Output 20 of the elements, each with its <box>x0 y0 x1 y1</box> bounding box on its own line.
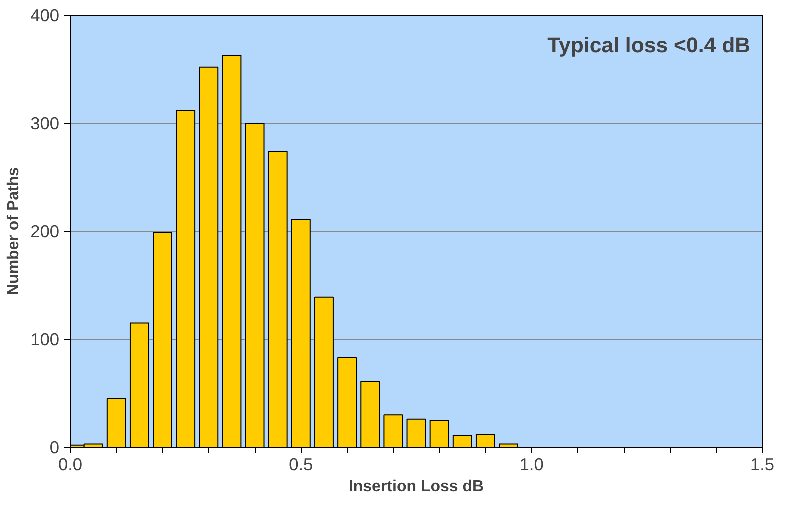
x-tick-label: 1.5 <box>750 454 775 474</box>
y-tick-label: 0 <box>50 438 60 458</box>
y-axis-title: Number of Paths <box>6 167 23 296</box>
bar <box>452 435 472 448</box>
bar <box>360 381 380 448</box>
bar <box>130 322 150 448</box>
bar <box>268 151 288 448</box>
y-tick-label: 100 <box>30 330 60 350</box>
x-tick-label: 1.0 <box>520 454 544 474</box>
bar <box>222 54 242 448</box>
bar <box>314 296 334 448</box>
x-axis-title: Insertion Loss dB <box>348 478 484 496</box>
y-tick-label: 200 <box>30 222 60 242</box>
y-tick-label: 400 <box>30 6 60 26</box>
x-tick-label: 0.0 <box>58 454 83 474</box>
y-tick-label: 300 <box>30 114 60 134</box>
x-tick-label: 0.5 <box>289 454 314 474</box>
bar <box>176 110 196 448</box>
bar <box>406 418 426 448</box>
annotation: Typical loss <0.4 dB <box>548 34 751 58</box>
